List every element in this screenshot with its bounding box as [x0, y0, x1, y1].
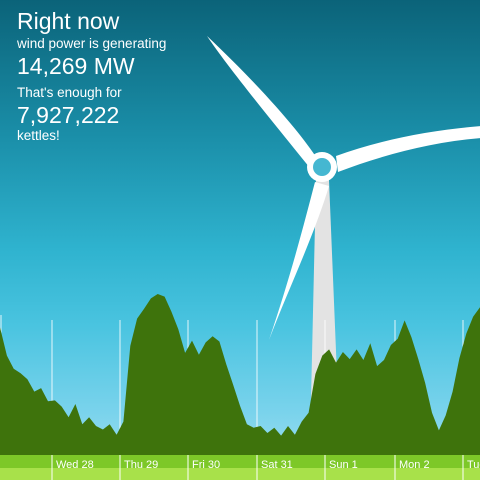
generation-area	[0, 294, 480, 455]
kettles-count: 7,927,222	[17, 101, 120, 128]
headline: Right now	[17, 8, 120, 34]
day-label: Fri 30	[192, 459, 221, 471]
turbine-hub-center	[313, 158, 331, 176]
day-label: Mon 2	[399, 459, 430, 471]
generation-value: 14,269 MW	[17, 52, 135, 79]
day-label: Tue	[467, 459, 480, 471]
day-label: Sun 1	[329, 459, 358, 471]
day-label: Wed 28	[56, 459, 94, 471]
kettles-label: kettles!	[17, 128, 60, 144]
kettles-intro: That's enough for	[17, 85, 122, 101]
turbine-blade-lower	[269, 182, 329, 340]
day-label: Thu 29	[124, 459, 159, 471]
headline-panel: Right now wind power is generating 14,26…	[17, 8, 166, 144]
turbine-blade-right	[336, 126, 480, 172]
generating-label: wind power is generating	[17, 36, 167, 52]
day-label: Sat 31	[261, 459, 293, 471]
turbine-tower	[311, 180, 338, 400]
turbine-blade-upper	[207, 36, 318, 168]
